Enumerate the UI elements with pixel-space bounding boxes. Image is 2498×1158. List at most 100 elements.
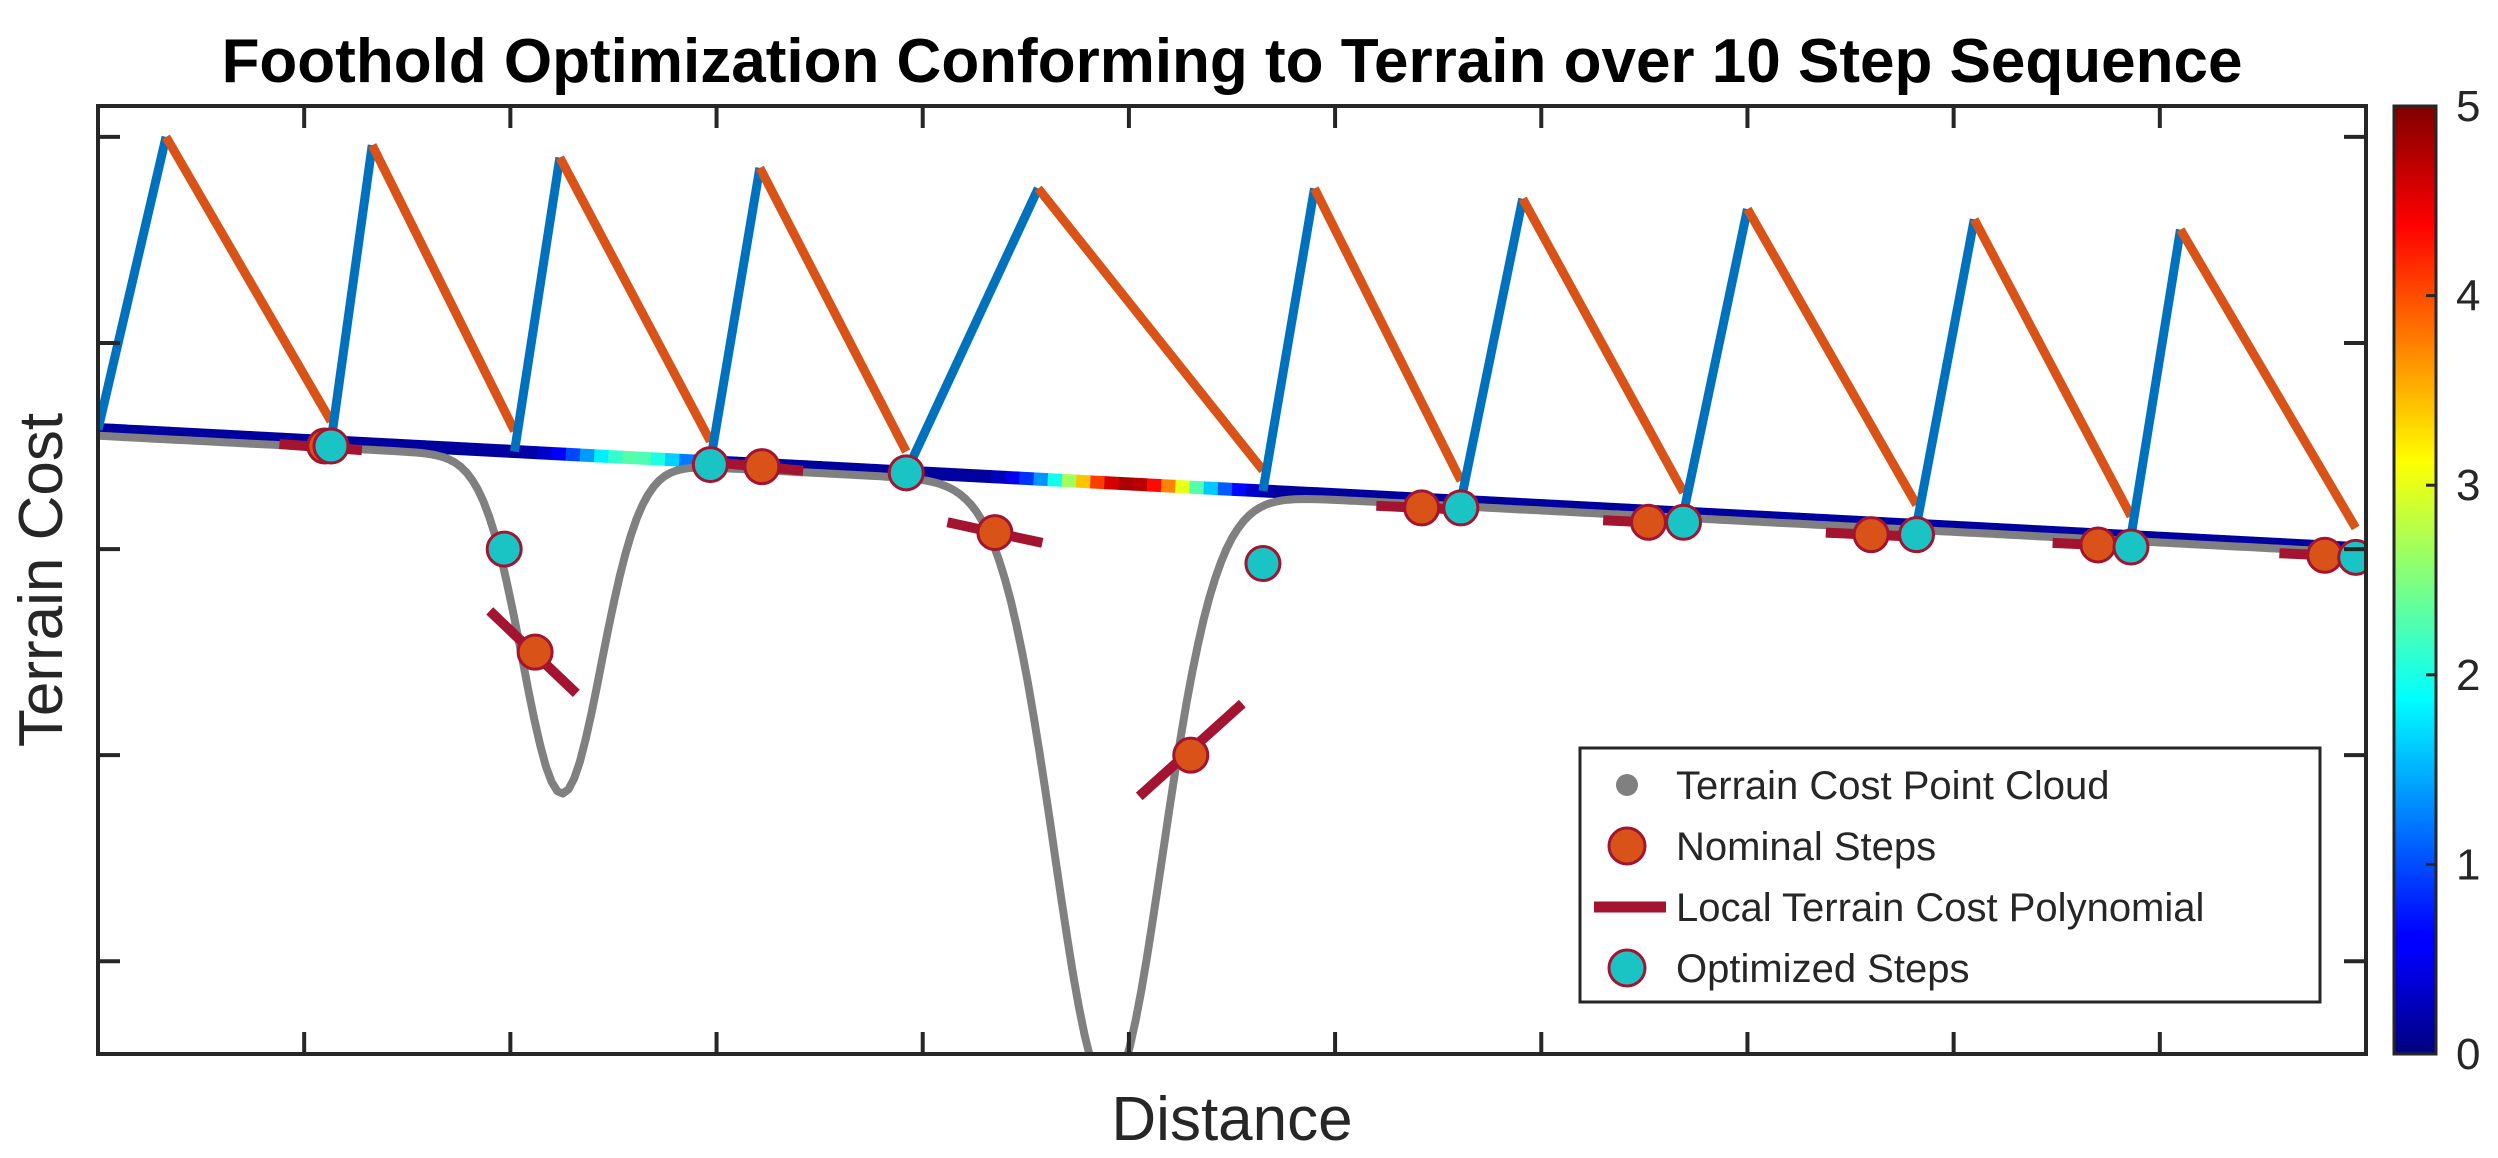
ground-line-segment xyxy=(1940,520,1956,534)
ground-line-segment xyxy=(962,468,978,483)
nominal-step-10 xyxy=(2306,536,2344,574)
ground-line-segment xyxy=(1571,500,1588,515)
colorbar-tick-label: 4 xyxy=(2456,272,2480,321)
ground-line-segment xyxy=(1387,491,1404,505)
nominal-step-9 xyxy=(2079,526,2117,564)
ground-line-segment xyxy=(1954,520,1971,535)
ground-line-segment xyxy=(1288,485,1304,500)
ground-line-segment xyxy=(2025,524,2041,539)
step-markers xyxy=(306,427,2366,774)
ground-line-segment xyxy=(522,445,539,460)
ground-line-segment xyxy=(1245,483,1262,498)
ground-line-segment xyxy=(1359,489,1375,504)
y-axis-label: Terrain Cost xyxy=(7,413,76,747)
legend-box xyxy=(1578,746,2322,1004)
colorbar: 0 1 2 3 4 5 xyxy=(2392,82,2480,1079)
ground-line-segment xyxy=(990,470,1007,484)
ground-line-segment xyxy=(2053,526,2070,540)
ground-line-segment xyxy=(182,427,199,442)
ground-line-segment xyxy=(423,440,440,454)
ground-line-segment xyxy=(1614,503,1630,517)
ground-line-segment xyxy=(352,436,369,451)
ground-line-segment xyxy=(1727,508,1744,523)
ground-line-segment xyxy=(1231,482,1248,497)
colorbar-tick-label: 1 xyxy=(2456,840,2480,889)
ground-line-segment xyxy=(1260,484,1276,499)
swing-down-9 xyxy=(1970,217,2135,519)
legend-marker-point-cloud xyxy=(1616,774,1638,796)
swing-down-4 xyxy=(755,165,911,454)
legend-label: Nominal Steps xyxy=(1676,825,1936,869)
ground-line-segment xyxy=(1189,480,1205,495)
optimized-step-7 xyxy=(1665,503,1703,541)
ground-line-segment xyxy=(1047,473,1063,487)
ground-line-segment xyxy=(126,424,142,439)
swing-down-7 xyxy=(1518,196,1688,495)
ground-line-segment xyxy=(1118,476,1134,491)
colorbar-tick-label: 0 xyxy=(2456,1030,2480,1079)
swing-down-1 xyxy=(162,134,335,424)
ground-line-segment xyxy=(2266,537,2282,552)
colorbar-tick-label: 3 xyxy=(2456,461,2480,510)
ground-line-segment xyxy=(494,443,511,458)
swing-down-6 xyxy=(1310,186,1465,483)
swing-up-2 xyxy=(326,144,377,443)
ground-line-segment xyxy=(622,450,638,465)
ground-line-segment xyxy=(2280,538,2297,552)
ground-line-segment xyxy=(1515,497,1531,512)
ground-line-segment xyxy=(253,431,270,446)
ground-line-segment xyxy=(1982,522,1999,537)
ground-line-segment xyxy=(1529,498,1545,513)
ground-line-segment xyxy=(1997,523,2013,537)
ground-line-segment xyxy=(466,442,482,457)
colorbar-tick-label: 5 xyxy=(2456,82,2480,131)
ground-line-segment xyxy=(1075,474,1092,489)
terrain-curve xyxy=(98,431,2366,1054)
ground-line-segment xyxy=(1132,477,1148,492)
swing-up-10 xyxy=(2126,228,2185,538)
ground-line-segment xyxy=(1841,514,1857,529)
optimized-step-8 xyxy=(1898,516,1936,554)
swing-up-4 xyxy=(705,167,765,463)
ground-line-segment xyxy=(1146,478,1163,493)
ground-line-segment xyxy=(1160,479,1177,493)
optimized-step-1 xyxy=(312,427,350,465)
ground-line-segment xyxy=(2067,526,2084,541)
ground-line-segment xyxy=(2294,538,2311,553)
ground-line-segment xyxy=(239,430,255,445)
swing-down-5 xyxy=(1034,185,1267,474)
ground-line-segment xyxy=(2153,531,2169,546)
ground-line-segment xyxy=(140,425,156,440)
ground-line-segment xyxy=(664,452,681,467)
ground-line-segment xyxy=(1741,509,1758,524)
ground-line-segment xyxy=(1557,500,1574,514)
ground-line-segment xyxy=(1373,490,1389,505)
nominal-step-4 xyxy=(976,514,1014,552)
colorbar-ticks: 0 1 2 3 4 5 xyxy=(2426,82,2480,1079)
ground-line-segment xyxy=(480,443,496,457)
swing-down-3 xyxy=(555,155,715,444)
ground-line-segment xyxy=(1883,517,1900,531)
ground-line-segment xyxy=(1486,496,1503,511)
legend-marker-optimized xyxy=(1607,948,1647,988)
ground-line-segment xyxy=(948,467,964,482)
ground-line-segment xyxy=(1586,501,1602,516)
ground-line-segment xyxy=(1019,471,1035,486)
ground-line-segment xyxy=(1033,472,1049,487)
ground-line-segment xyxy=(636,451,652,466)
nominal-step-2 xyxy=(516,633,554,671)
swing-up-1 xyxy=(98,135,171,431)
ground-line-segment xyxy=(1203,481,1219,496)
nominal-step-6 xyxy=(1403,489,1441,527)
swing-down-2 xyxy=(368,143,519,433)
optimized-step-4 xyxy=(887,454,925,492)
ground-line-segment xyxy=(196,428,213,443)
ground-line-segment xyxy=(2252,536,2268,551)
plot-frame xyxy=(96,104,2368,1056)
ground-line-segment xyxy=(2223,535,2240,549)
ground-line-segment xyxy=(437,440,454,455)
colorbar-tick-label: 2 xyxy=(2456,651,2480,700)
ground-line-segment xyxy=(2011,523,2027,538)
swing-up-6 xyxy=(1258,187,1319,492)
